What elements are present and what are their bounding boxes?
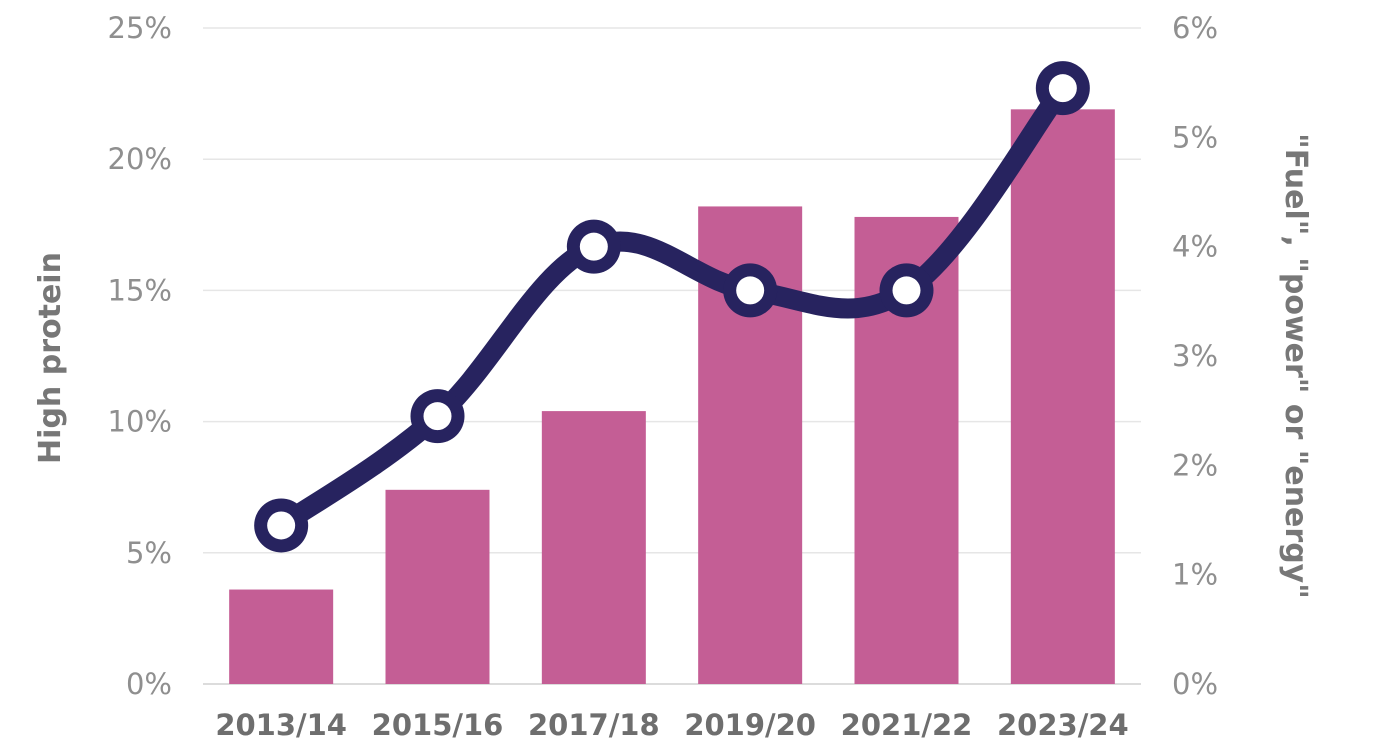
x-tick-label: 2013/14	[215, 708, 347, 742]
y-tick-label-right: 1%	[1172, 558, 1218, 592]
y-tick-label-left: 15%	[108, 273, 172, 307]
line-marker-center	[579, 232, 608, 261]
line-marker-center	[1048, 74, 1077, 103]
x-tick-label: 2023/24	[997, 708, 1129, 742]
y-tick-label-left: 20%	[108, 142, 172, 176]
y-axis-title-right: "Fuel", "power" or "energy"	[1278, 133, 1313, 599]
y-axis-title-left: High protein	[33, 252, 68, 464]
line-series	[254, 61, 1090, 553]
gridlines	[203, 27, 1141, 685]
y-tick-label-right: 2%	[1172, 448, 1218, 482]
line-marker-center	[892, 276, 921, 305]
bar-series	[229, 109, 1115, 685]
line-marker-center	[423, 402, 452, 431]
y-tick-label-left: 5%	[126, 536, 172, 570]
x-tick-label: 2019/20	[684, 708, 816, 742]
y-tick-label-right: 0%	[1172, 667, 1218, 701]
bar	[385, 489, 490, 684]
y-tick-label-right: 5%	[1172, 120, 1218, 154]
y-tick-label-left: 0%	[126, 667, 172, 701]
line-marker-center	[736, 276, 765, 305]
bar	[1010, 109, 1115, 685]
y-tick-label-right: 4%	[1172, 230, 1218, 264]
y-tick-label-left: 10%	[108, 405, 172, 439]
bar	[541, 411, 646, 684]
y-tick-label-left: 25%	[108, 11, 172, 45]
line-marker-center	[267, 511, 296, 540]
x-tick-label: 2015/16	[372, 708, 504, 742]
right-axis-ticks: 0% 1% 2% 3% 4% 5% 6%	[1172, 11, 1218, 701]
y-tick-label-right: 6%	[1172, 11, 1218, 45]
x-axis-ticks: 2013/14 2015/16 2017/18 2019/20 2021/22 2023/…	[215, 708, 1128, 742]
y-tick-label-right: 3%	[1172, 339, 1218, 373]
x-tick-label: 2017/18	[528, 708, 660, 742]
x-tick-label: 2021/22	[841, 708, 973, 742]
left-axis-ticks: 0% 5% 10% 15% 20% 25%	[108, 11, 172, 701]
bar	[229, 589, 334, 684]
